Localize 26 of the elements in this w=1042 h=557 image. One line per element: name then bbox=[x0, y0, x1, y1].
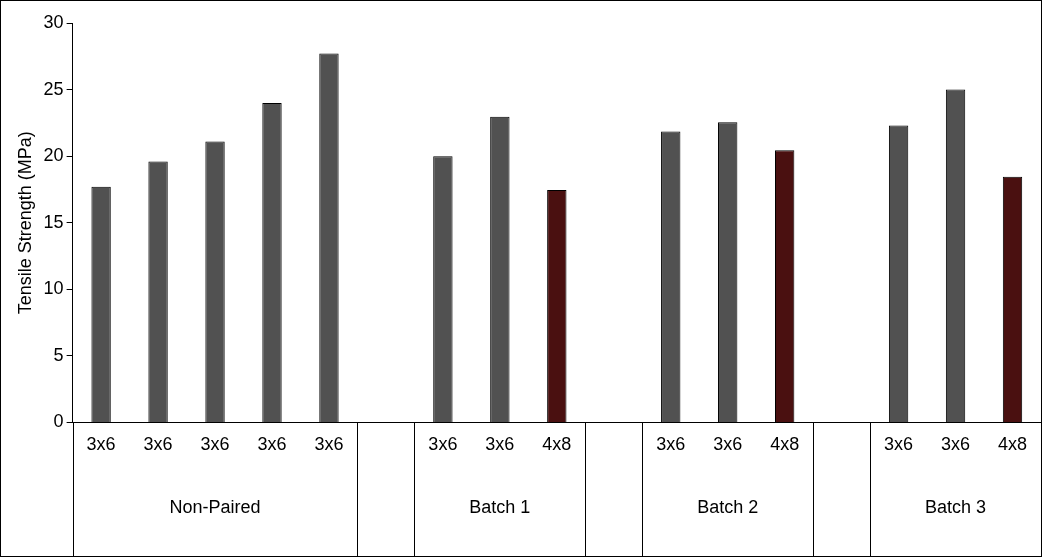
text: Batch 2 bbox=[697, 497, 759, 518]
x-tick-label: 3x6 bbox=[428, 434, 458, 455]
y-tick-label: 5 bbox=[53, 344, 64, 365]
x-tick-label: 3x6 bbox=[884, 434, 914, 455]
y-tick-label: 25 bbox=[43, 78, 64, 99]
x-tick-label: 3x6 bbox=[86, 434, 116, 455]
x-tick-label: 4x8 bbox=[998, 434, 1028, 455]
x-tick-label: 3x6 bbox=[257, 434, 287, 455]
x-tick-label: 3x6 bbox=[713, 434, 743, 455]
y-tick-label: 30 bbox=[43, 11, 64, 32]
x-tick-label: 3x6 bbox=[656, 434, 686, 455]
x-tick-label: 4x8 bbox=[542, 434, 572, 455]
y-tick-label: 15 bbox=[43, 211, 64, 232]
text: Batch 3 bbox=[925, 497, 987, 518]
x-tick-label: 3x6 bbox=[143, 434, 173, 455]
text: Non-Paired bbox=[169, 497, 261, 518]
x-tick-label: 4x8 bbox=[770, 434, 800, 455]
x-tick-label: 3x6 bbox=[200, 434, 230, 455]
y-tick-label: 20 bbox=[43, 145, 64, 166]
y-tick-label: 0 bbox=[53, 411, 64, 432]
x-tick-label: 3x6 bbox=[485, 434, 515, 455]
text: Batch 1 bbox=[469, 497, 531, 518]
y-tick-label: 10 bbox=[43, 278, 64, 299]
y-axis-title: Tensile Strength (MPa) bbox=[14, 131, 35, 315]
x-tick-label: 3x6 bbox=[941, 434, 971, 455]
x-tick-label: 3x6 bbox=[314, 434, 344, 455]
